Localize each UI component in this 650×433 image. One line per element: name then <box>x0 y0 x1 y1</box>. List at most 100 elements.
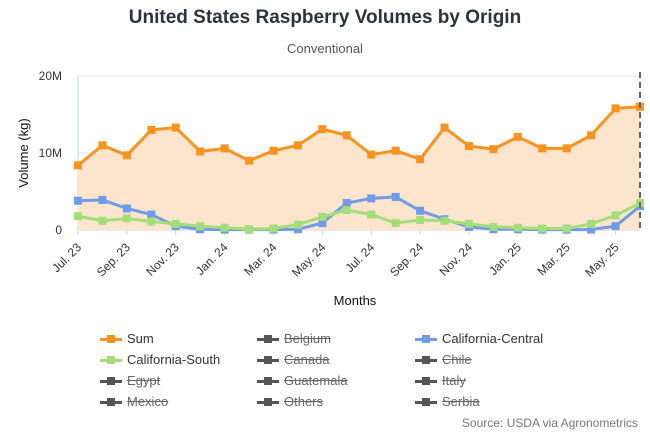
data-point-california-south[interactable] <box>269 224 278 233</box>
data-point-california-central[interactable] <box>293 225 302 234</box>
data-point-california-south[interactable] <box>342 205 351 214</box>
data-point-california-south[interactable] <box>562 224 571 233</box>
data-point-california-south[interactable] <box>513 223 522 232</box>
legend-item-guatemala[interactable]: Guatemala <box>257 373 348 388</box>
series-line-california-south[interactable] <box>77 201 641 231</box>
data-point-sum[interactable] <box>367 150 376 159</box>
data-point-sum[interactable] <box>587 131 596 140</box>
legend-item-serbia[interactable]: Serbia <box>415 394 480 409</box>
legend-item-italy[interactable]: Italy <box>415 373 466 388</box>
data-point-sum[interactable] <box>342 131 351 140</box>
data-point-california-south[interactable] <box>74 212 82 221</box>
data-point-sum[interactable] <box>269 146 278 155</box>
x-tick-label: May. 24 <box>289 240 329 280</box>
x-tick-label: Sep. 23 <box>94 240 133 279</box>
data-point-california-south[interactable] <box>391 219 400 228</box>
data-point-sum[interactable] <box>440 123 449 132</box>
legend-swatch-california-central <box>415 333 437 345</box>
data-point-california-south[interactable] <box>245 225 254 234</box>
data-point-california-south[interactable] <box>538 224 547 233</box>
data-point-sum[interactable] <box>171 123 180 132</box>
data-point-california-central[interactable] <box>122 204 131 213</box>
data-point-california-central[interactable] <box>416 206 425 215</box>
data-point-sum[interactable] <box>416 155 425 164</box>
legend-swatch-egypt <box>100 375 122 387</box>
y-tick-label: 20M <box>39 69 62 83</box>
source-credit[interactable]: Source: USDA via Agronometrics <box>461 416 638 430</box>
data-point-california-south[interactable] <box>196 222 205 231</box>
data-point-sum[interactable] <box>98 141 107 150</box>
data-point-california-south[interactable] <box>293 220 302 229</box>
legend-label: California-South <box>127 352 221 367</box>
data-point-sum[interactable] <box>562 144 571 153</box>
legend-swatch-serbia <box>415 396 437 408</box>
data-point-sum[interactable] <box>196 147 205 156</box>
series-area-sum <box>78 106 640 230</box>
x-tick-label: Sep. 24 <box>387 240 426 279</box>
chart-title: United States Raspberry Volumes by Origi… <box>128 7 522 28</box>
y-axis-title: Volume (kg) <box>16 118 31 187</box>
data-point-california-south[interactable] <box>171 219 180 228</box>
data-point-sum[interactable] <box>245 156 254 165</box>
legend-item-belgium[interactable]: Belgium <box>257 331 331 346</box>
legend-swatch-sum <box>100 333 122 345</box>
data-point-california-central[interactable] <box>342 199 351 208</box>
legend-swatch-mexico <box>100 396 122 408</box>
data-point-california-south[interactable] <box>587 219 596 228</box>
data-point-california-south[interactable] <box>464 219 473 228</box>
data-point-sum[interactable] <box>391 146 400 155</box>
data-point-california-south[interactable] <box>318 212 327 221</box>
data-point-sum[interactable] <box>611 104 620 113</box>
x-tick-label: May. 25 <box>582 240 622 280</box>
data-point-california-central[interactable] <box>587 225 596 234</box>
series-line-sum[interactable] <box>77 105 641 167</box>
data-point-california-south[interactable] <box>440 216 449 225</box>
data-point-california-central[interactable] <box>611 222 620 231</box>
data-point-california-south[interactable] <box>122 214 131 223</box>
data-point-california-south[interactable] <box>489 222 498 231</box>
legend-label: Canada <box>284 352 330 367</box>
data-point-sum[interactable] <box>489 145 498 154</box>
data-point-california-central[interactable] <box>391 192 400 201</box>
legend-item-california-central[interactable]: California-Central <box>415 331 543 346</box>
data-point-sum[interactable] <box>464 142 473 151</box>
data-point-sum[interactable] <box>122 151 131 160</box>
data-point-california-south[interactable] <box>416 215 425 224</box>
data-point-sum[interactable] <box>220 144 229 153</box>
data-point-sum[interactable] <box>318 125 327 134</box>
chart-subtitle: Conventional <box>287 41 363 56</box>
data-point-sum[interactable] <box>147 125 156 134</box>
data-point-california-central[interactable] <box>367 194 376 203</box>
legend-swatch-others <box>257 396 279 408</box>
x-axis-title: Months <box>334 293 377 308</box>
x-tick-label: Nov. 23 <box>143 240 182 279</box>
data-point-sum[interactable] <box>538 144 547 153</box>
data-point-california-central[interactable] <box>98 195 107 204</box>
legend-swatch-canada <box>257 354 279 366</box>
legend-item-california-south[interactable]: California-South <box>100 352 220 367</box>
legend-item-sum[interactable]: Sum <box>100 331 154 346</box>
legend-item-canada[interactable]: Canada <box>257 352 330 367</box>
data-point-california-central[interactable] <box>318 219 327 228</box>
data-point-california-south[interactable] <box>147 217 156 226</box>
data-point-california-south[interactable] <box>98 216 107 225</box>
legend-label: Serbia <box>442 394 480 409</box>
data-point-sum[interactable] <box>74 161 82 170</box>
legend-swatch-italy <box>415 375 437 387</box>
x-tick-label: Nov. 24 <box>437 240 476 279</box>
x-tick-label: Mar. 24 <box>241 240 279 278</box>
data-point-california-south[interactable] <box>611 211 620 220</box>
data-point-california-central[interactable] <box>147 210 156 219</box>
data-point-sum[interactable] <box>513 132 522 141</box>
legend-item-mexico[interactable]: Mexico <box>100 394 168 409</box>
data-point-california-south[interactable] <box>220 223 229 232</box>
data-point-california-central[interactable] <box>74 196 82 205</box>
x-tick-label: Jul. 23 <box>49 240 84 275</box>
data-point-california-south[interactable] <box>367 210 376 219</box>
data-point-sum[interactable] <box>293 141 302 150</box>
legend-item-egypt[interactable]: Egypt <box>100 373 160 388</box>
legend-item-chile[interactable]: Chile <box>415 352 472 367</box>
legend-item-others[interactable]: Others <box>257 394 323 409</box>
x-tick-label: Jan. 25 <box>486 240 524 278</box>
legend-label: Egypt <box>127 373 161 388</box>
